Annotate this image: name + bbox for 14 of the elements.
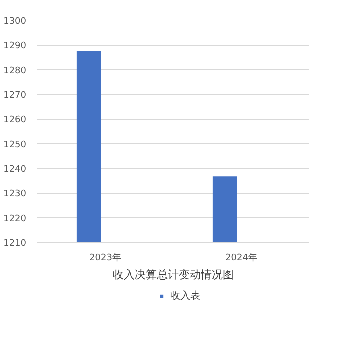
x-axis-title: 收入决算总计变动情况图	[113, 268, 234, 282]
y-tick-label: 1300	[4, 17, 27, 27]
y-tick-label: 1290	[4, 42, 27, 52]
y-tick-label: 1240	[4, 165, 27, 175]
legend-label: 收入表	[170, 290, 200, 303]
y-tick-label: 1220	[4, 214, 27, 224]
x-tick-label: 2023年	[90, 252, 122, 264]
y-tick-label: 1230	[4, 190, 27, 200]
y-tick-label: 1260	[4, 116, 27, 126]
y-tick-label: 1280	[4, 66, 27, 76]
y-tick-label: 1270	[4, 91, 27, 101]
y-tick-label: 1210	[4, 239, 27, 249]
y-tick-label: 1250	[4, 140, 27, 150]
x-tick-label: 2024年	[226, 252, 258, 264]
